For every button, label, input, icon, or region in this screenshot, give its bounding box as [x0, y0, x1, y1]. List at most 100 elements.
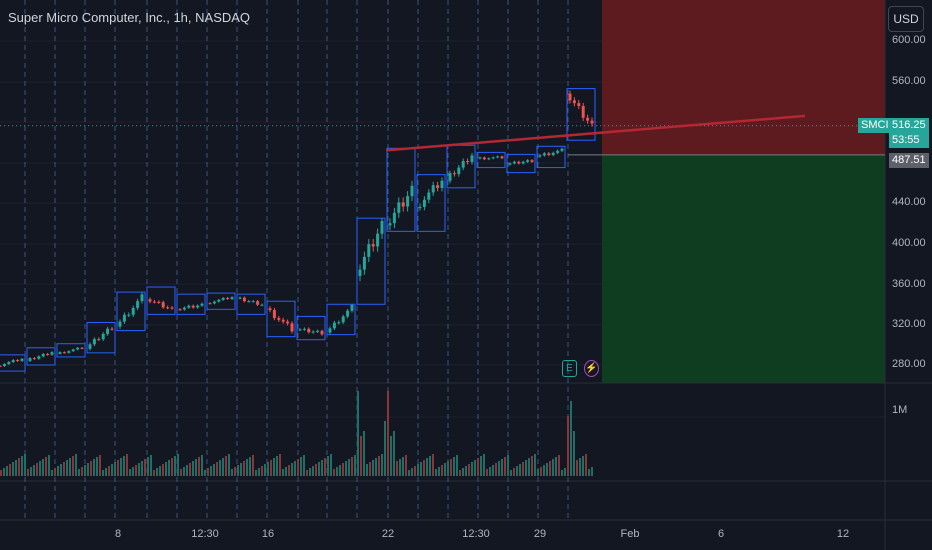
volume-bar [555, 457, 557, 476]
volume-bar [48, 455, 50, 476]
candle-body [256, 301, 260, 305]
volume-bar [39, 461, 41, 476]
candle-body [371, 244, 375, 247]
volume-bar [201, 455, 203, 476]
volume-bar [69, 458, 71, 476]
volume-bar [252, 455, 254, 476]
volume-bar [456, 455, 458, 476]
volume-bar [495, 463, 497, 476]
time-tick: 6 [717, 528, 725, 540]
volume-bar [492, 465, 494, 476]
candle-body [178, 309, 182, 311]
candle-body [127, 314, 131, 316]
candle-body [358, 269, 362, 276]
candle-body [337, 322, 341, 324]
candle-body [200, 303, 204, 306]
countdown-badge: 53:55 [889, 133, 929, 148]
candle-body [131, 307, 135, 315]
volume-bar [309, 468, 311, 476]
candle-body [508, 163, 512, 165]
volume-tick: 1M [892, 404, 908, 416]
candle-body [392, 212, 396, 224]
volume-bar [138, 463, 140, 476]
candle-body [286, 321, 290, 324]
session-box [476, 151, 506, 169]
volume-bar [522, 462, 524, 476]
candle-body [298, 329, 302, 331]
volume-bar [234, 467, 236, 476]
volume-bar [414, 466, 416, 476]
volume-bar [399, 459, 401, 476]
time-tick: 22 [381, 528, 395, 540]
volume-bar [51, 470, 53, 476]
volume-bar [156, 468, 158, 476]
volume-bar [60, 464, 62, 476]
volume-bar [240, 463, 242, 476]
volume-bar [237, 465, 239, 476]
volume-bar [480, 456, 482, 476]
candle-body [230, 297, 234, 299]
volume-bar [582, 456, 584, 476]
candle-body [277, 318, 281, 320]
volume-bar [90, 461, 92, 476]
volume-bar [540, 467, 542, 476]
volume-bar [231, 469, 233, 476]
volume-bar [111, 464, 113, 476]
level-badge: 487.51 [889, 153, 929, 168]
candle-body [538, 155, 542, 157]
volume-bar [351, 457, 353, 476]
volume-bar [21, 456, 23, 476]
candle-body [410, 185, 414, 197]
candle-body [302, 328, 306, 330]
candle-body [196, 305, 200, 308]
volume-bar [279, 454, 281, 476]
candle-body [16, 360, 20, 362]
candle-body [406, 196, 410, 207]
time-tick: 8 [114, 528, 122, 540]
volume-bar [3, 468, 5, 476]
volume-bar [270, 460, 272, 476]
session-box [356, 217, 386, 305]
candle-body [290, 323, 294, 332]
price-tick: 600.00 [892, 34, 926, 46]
session-box [536, 145, 566, 169]
volume-bar [105, 468, 107, 476]
volume-bar [546, 463, 548, 476]
volume-bar [510, 470, 512, 476]
candle-body [517, 161, 521, 164]
candle-body [217, 299, 221, 302]
volume-bar [411, 468, 413, 476]
volume-bar [513, 468, 515, 476]
volume-bar [588, 469, 590, 476]
session-box [116, 291, 146, 332]
volume-bar [486, 469, 488, 476]
volume-bar [258, 468, 260, 476]
price-tick: 440.00 [892, 196, 926, 208]
volume-bar [27, 469, 29, 476]
volume-bar [261, 466, 263, 476]
candle-body [350, 305, 354, 311]
candle-body [251, 301, 255, 303]
time-tick: 12:30 [191, 528, 219, 540]
volume-bar [507, 455, 509, 476]
candle-body [272, 310, 276, 319]
session-box [326, 303, 356, 336]
volume-bar [6, 466, 8, 476]
volume-bar [141, 461, 143, 476]
volume-bar [33, 465, 35, 476]
currency-button[interactable]: USD [888, 6, 924, 32]
dividend-icon[interactable]: ⚡ [584, 360, 599, 377]
volume-bar [561, 470, 563, 476]
volume-bar [558, 455, 560, 476]
candle-body [328, 328, 332, 333]
candle-body [526, 160, 530, 162]
candle-body [431, 185, 435, 193]
volume-bar [171, 458, 173, 476]
volume-bar [102, 470, 104, 476]
candle-body [311, 331, 315, 333]
candle-body [572, 100, 576, 104]
volume-bar [120, 458, 122, 476]
volume-bar [276, 456, 278, 476]
earnings-icon[interactable]: E [562, 360, 577, 377]
